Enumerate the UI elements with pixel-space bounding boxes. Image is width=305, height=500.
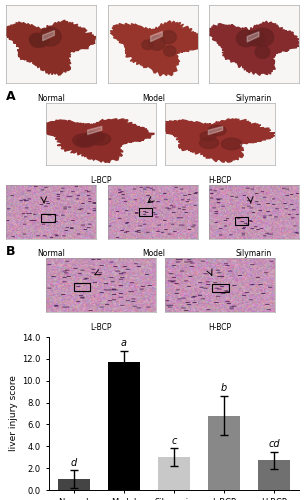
Polygon shape [89,133,110,145]
Polygon shape [247,30,265,46]
Polygon shape [40,28,61,46]
Polygon shape [39,119,154,162]
Polygon shape [76,136,93,146]
Bar [235,217,248,225]
Polygon shape [83,131,104,143]
Polygon shape [149,36,165,50]
Polygon shape [199,138,219,148]
Text: a: a [121,338,127,348]
Bar [58,479,90,490]
Text: L-BCP: L-BCP [90,323,111,332]
Polygon shape [221,138,242,149]
Text: H-BCP: H-BCP [208,323,231,332]
Bar [212,284,229,292]
Polygon shape [161,30,176,44]
Text: L-BCP: L-BCP [90,176,111,184]
Text: Silymarin: Silymarin [236,248,272,258]
Polygon shape [207,22,299,75]
Bar [139,208,152,216]
Polygon shape [200,132,216,141]
Text: b: b [221,384,227,394]
Y-axis label: liver injury score: liver injury score [9,376,18,452]
Text: Model: Model [142,94,165,103]
Bar [41,214,55,222]
Polygon shape [73,134,96,147]
Text: Normal: Normal [37,248,65,258]
Text: B: B [6,245,16,258]
Text: Model: Model [142,248,165,258]
Bar [158,457,190,490]
Polygon shape [30,34,45,48]
Polygon shape [255,46,270,58]
Polygon shape [110,21,203,76]
Text: A: A [6,90,16,103]
Text: H-BCP: H-BCP [208,176,231,184]
Text: d: d [71,458,77,468]
Polygon shape [160,119,275,162]
Polygon shape [164,46,176,56]
Bar [108,362,140,490]
Text: cd: cd [268,439,280,449]
Polygon shape [35,35,48,47]
Polygon shape [253,28,274,46]
Text: Silymarin: Silymarin [236,94,272,103]
Polygon shape [4,20,96,75]
Polygon shape [29,33,44,46]
Text: Normal: Normal [37,94,65,103]
Text: c: c [171,436,177,446]
Polygon shape [236,30,256,47]
Bar [74,283,90,291]
Polygon shape [208,126,226,136]
Bar [258,460,290,490]
Polygon shape [142,40,153,50]
Bar [208,416,240,490]
